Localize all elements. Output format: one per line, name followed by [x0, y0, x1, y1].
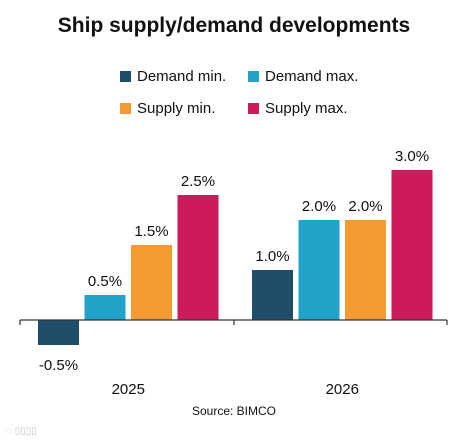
legend-swatch-supply-min [120, 103, 131, 114]
x-tick-label: 2025 [112, 381, 145, 398]
watermark-logo: ◌ ▯▯▯▯ [6, 426, 37, 437]
legend-swatch-demand-min [120, 71, 131, 82]
bar-2026-demand-min [252, 270, 293, 320]
data-label: 2.0% [348, 198, 382, 215]
legend-label-demand-min: Demand min. [137, 68, 227, 85]
chart-title: Ship supply/demand developments [57, 14, 411, 37]
legend-swatch-demand-max [248, 71, 259, 82]
bar-2026-supply-min [345, 220, 386, 320]
legend-item-supply-min: Supply min. [120, 100, 215, 117]
data-label: 1.0% [255, 248, 289, 265]
bar-2025-supply-min [131, 245, 172, 320]
data-label: 1.5% [134, 223, 168, 240]
bar-2025-demand-min [38, 320, 79, 345]
x-tick-label: 2026 [326, 381, 359, 398]
legend-label-supply-min: Supply min. [137, 100, 216, 117]
data-label: 2.0% [302, 198, 336, 215]
legend-label-supply-max: Supply max. [265, 100, 348, 117]
data-label: 2.5% [181, 173, 215, 190]
legend-item-supply-max: Supply max. [248, 100, 348, 117]
legend-item-demand-max: Demand max. [248, 68, 358, 85]
data-label: 3.0% [395, 148, 429, 165]
source-note: Source: BIMCO [191, 404, 277, 418]
legend-swatch-supply-max [248, 103, 259, 114]
bar-2025-supply-max [177, 195, 219, 320]
data-label: -0.5% [39, 357, 78, 374]
bar-2026-supply-max [391, 170, 433, 320]
bar-2026-demand-max [298, 220, 340, 320]
legend-item-demand-min: Demand min. [120, 68, 226, 85]
bar-2025-demand-max [84, 295, 126, 320]
data-label: 0.5% [88, 273, 122, 290]
legend-label-demand-max: Demand max. [265, 68, 359, 85]
